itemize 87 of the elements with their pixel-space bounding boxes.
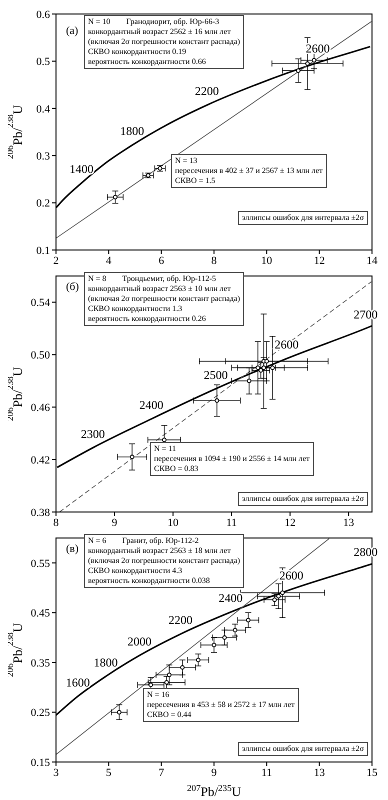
point xyxy=(305,61,310,66)
x-tick-label: 4 xyxy=(106,254,112,267)
y-tick-label: 0.4 xyxy=(36,103,50,116)
y-tick-label: 0.15 xyxy=(30,756,50,769)
annotation: N = 16 пересечения в 453 ± 58 и 2572 ± 17 млн лет СКВО = 0.44 xyxy=(143,688,299,722)
x-tick-label: 11 xyxy=(261,766,272,779)
point xyxy=(232,628,238,632)
point xyxy=(196,658,200,662)
point xyxy=(212,642,216,648)
y-tick-label: 0.42 xyxy=(30,454,50,466)
point xyxy=(261,366,266,370)
y-tick-label: 0.25 xyxy=(30,707,50,720)
annotation: 1600 xyxy=(66,675,90,690)
y-tick-label: 0.1 xyxy=(36,244,50,257)
annotation: (в) xyxy=(66,543,79,555)
point xyxy=(280,590,285,596)
y-tick-label: 0.46 xyxy=(30,402,50,414)
x-tick-label: 10 xyxy=(168,516,180,529)
y-tick-label: 0.55 xyxy=(30,558,50,570)
point xyxy=(256,366,260,370)
annotation: эллипсы ошибок для интервала ±2σ xyxy=(238,492,368,506)
y-tick-label: 0.45 xyxy=(30,608,50,620)
annotation: 1800 xyxy=(94,655,118,670)
annotation: N = 10 Гранодиорит, обр. Юр-66-3 конкордантный возраст 2562 ± 16 млн лет (включая 2σ погрешности констант распада) СКВО конкордантности 0.19 вероятность конкордантности 0.66 xyxy=(84,15,244,69)
x-tick-label: 9 xyxy=(112,516,118,529)
x-tick-label: 2 xyxy=(53,254,59,267)
annotation: (а) xyxy=(66,25,78,37)
annotation: 2200 xyxy=(168,613,193,628)
point xyxy=(116,710,122,714)
point xyxy=(258,368,264,373)
y-tick-label: 0.3 xyxy=(36,150,50,163)
point xyxy=(264,358,269,364)
point xyxy=(246,378,252,384)
x-tick-label: 8 xyxy=(53,516,60,529)
point xyxy=(222,635,227,640)
y-tick-label: 0.54 xyxy=(30,297,50,310)
y-tick-label: 0.5 xyxy=(36,56,50,68)
annotation: 2400 xyxy=(139,398,164,412)
annotation: 2400 xyxy=(218,591,243,606)
point xyxy=(270,366,275,370)
point xyxy=(162,438,167,442)
point xyxy=(130,454,134,460)
x-tick-label: 8 xyxy=(211,254,218,267)
point xyxy=(276,594,281,598)
annotation: 1800 xyxy=(120,124,144,138)
y-tick-label: 0.50 xyxy=(30,350,50,362)
point xyxy=(164,680,169,685)
annotation: N = 8 Трондьемит, обр. Юр-112-5 конкордантный возраст 2563 ± 10 млн лет (включая 2σ погрешности констант распада) СКВО конкордантности 1.3 вероятность конкордантности 0.26 xyxy=(84,272,244,326)
point xyxy=(312,58,316,63)
x-tick-label: 11 xyxy=(226,516,237,529)
annotation: (б) xyxy=(66,281,79,293)
x-tick-label: 5 xyxy=(106,766,112,779)
y-tick-label: 0.6 xyxy=(36,8,50,21)
y-tick-label: 0.35 xyxy=(30,657,50,670)
annotation: N = 13 пересечения в 402 ± 37 и 2567 ± 13 млн лет СКВО = 1.5 xyxy=(171,154,327,188)
x-tick-label: 9 xyxy=(211,766,218,779)
annotation: 2500 xyxy=(204,368,228,382)
annotation: 2200 xyxy=(194,84,219,98)
annotation: эллипсы ошибок для интервала ±2σ xyxy=(238,211,368,225)
annotation: N = 6 Гранит, обр. Юр-112-2 конкордантный возраст 2563 ± 18 млн лет (включая 2σ погрешности констант распада) СКВО конкордантности 4.3 вероятность конкордантности 0.038 xyxy=(84,534,244,588)
x-tick-label: 15 xyxy=(366,766,378,779)
point xyxy=(113,194,118,200)
x-tick-label: 7 xyxy=(158,766,165,779)
x-tick-label: 13 xyxy=(314,766,326,779)
annotation: 2300 xyxy=(80,426,105,441)
y-tick-label: 0.38 xyxy=(30,506,50,519)
x-tick-label: 13 xyxy=(343,516,355,529)
x-tick-label: 6 xyxy=(158,254,165,267)
annotation: эллипсы ошибок для интервала ±2σ xyxy=(238,742,368,756)
x-tick-label: 14 xyxy=(366,254,378,267)
point xyxy=(166,672,172,678)
point xyxy=(148,682,154,688)
x-tick-label: 12 xyxy=(284,516,296,529)
point xyxy=(214,398,220,403)
point xyxy=(296,68,301,73)
point xyxy=(180,665,185,670)
annotation: 2600 xyxy=(274,338,299,352)
y-tick-label: 0.2 xyxy=(36,198,50,210)
annotation: 1400 xyxy=(70,162,94,176)
x-axis-title: $^{207}$Pb/$^{235}$U xyxy=(186,783,242,799)
point xyxy=(246,618,250,622)
x-tick-label: 3 xyxy=(53,766,60,779)
x-tick-label: 10 xyxy=(261,254,273,267)
x-tick-label: 12 xyxy=(314,254,325,267)
point xyxy=(272,597,277,602)
annotation: N = 11 пересечения в 1094 ± 190 и 2556 ± 14 млн лет СКВО = 0.83 xyxy=(150,442,314,476)
annotation: 2000 xyxy=(127,634,152,648)
